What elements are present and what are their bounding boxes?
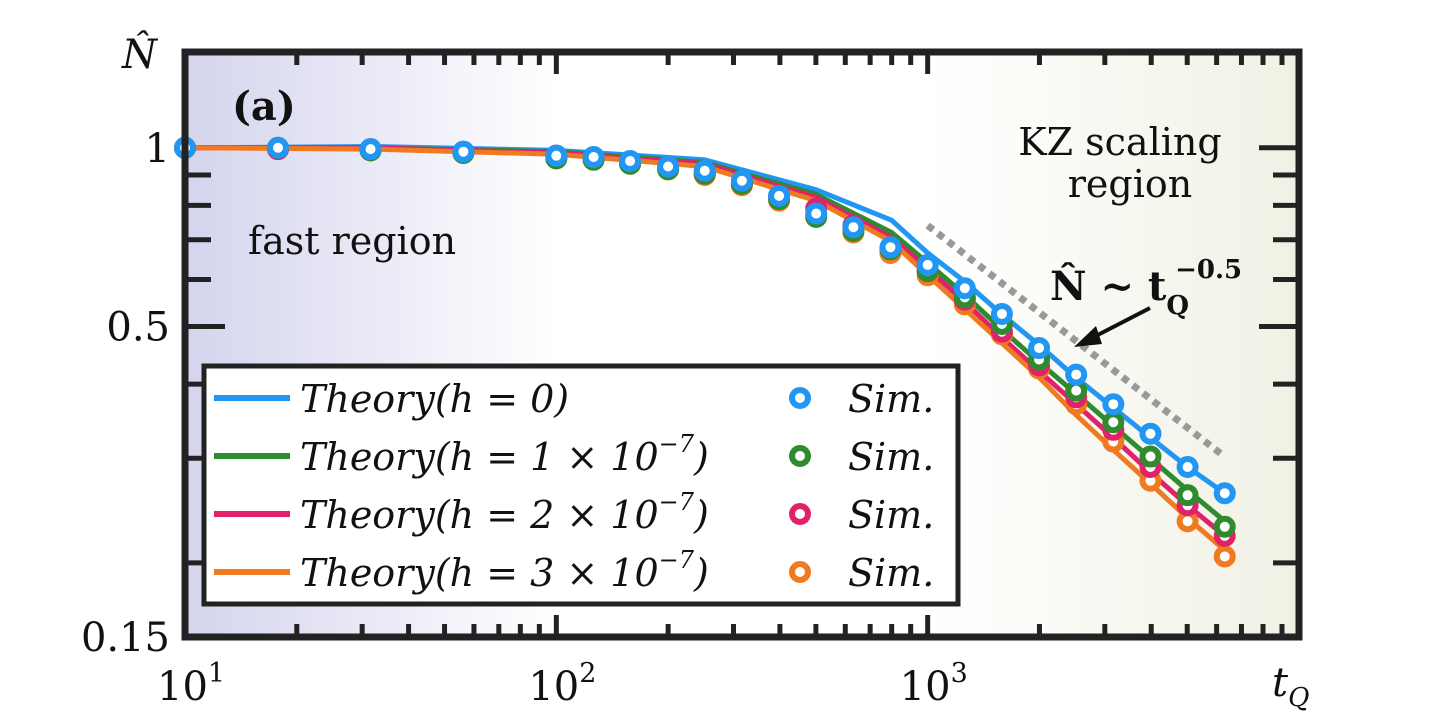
x-tick-label-base: 10	[528, 664, 579, 710]
x-tick-label-exp: 2	[579, 658, 596, 689]
sim-point-h=3e-7	[1213, 545, 1236, 568]
legend-theory-exp: −7	[659, 488, 695, 516]
x-tick-label-exp: 3	[951, 658, 968, 689]
y-tick-label: 1	[145, 126, 170, 172]
legend-theory-label: Theory(h = 3 × 10−7)	[300, 546, 709, 595]
sim-point-h=0	[582, 145, 605, 168]
sim-point-h=0	[1065, 363, 1088, 386]
x-tick-label-base: 10	[157, 664, 208, 710]
kz-region-label-line2: region	[1068, 162, 1192, 206]
scaling-guide-line	[925, 222, 1227, 460]
legend-theory-text: Theory(h = 2 × 10	[300, 493, 659, 537]
sim-point-h=0	[730, 169, 753, 192]
kz-region-label-line1: KZ scaling	[1018, 120, 1221, 164]
kz-region-shade	[927, 52, 1299, 637]
legend-sim-label: Sim.	[848, 493, 934, 537]
legend: Theory(h = 0) Sim.Theory(h = 1 × 10−7) Sim…	[201, 363, 961, 607]
sim-point-h=0	[1213, 482, 1236, 505]
simulation-points	[174, 136, 1236, 568]
x-tick-label-base: 10	[900, 664, 951, 710]
x-axis-label: tQ	[1272, 660, 1309, 713]
sim-point-h=0	[879, 236, 902, 259]
scaling-label-exp: −0.5	[1175, 255, 1242, 285]
y-axis-label: N̂	[121, 32, 159, 78]
x-axis-label-main: t	[1272, 660, 1289, 706]
legend-marker-h=3e-7	[789, 561, 811, 583]
sim-point-h=0	[266, 136, 289, 159]
fast-region-label: fast region	[248, 219, 456, 263]
sim-point-h=0	[990, 302, 1013, 325]
sim-point-h=1e-7	[1139, 445, 1162, 468]
scaling-arrow-head	[1074, 326, 1102, 347]
legend-theory-close: )	[693, 551, 709, 595]
sim-point-h=0	[452, 140, 475, 163]
scaling-label-sub: Q	[1166, 291, 1189, 321]
annotations: N̂ ~ tQ −0.5 (a) fast region KZ scalingregio…	[232, 83, 1242, 460]
sim-point-h=0	[545, 144, 568, 167]
x-tick-label: 102	[528, 658, 596, 710]
legend-marker-h=1e-7	[789, 445, 811, 467]
scaling-label-main: N̂ ~ t	[1050, 263, 1167, 310]
legend-theory-label: Theory(h = 1 × 10−7)	[300, 430, 709, 479]
y-tick-label: 0.15	[81, 615, 170, 661]
legend-box	[201, 363, 961, 607]
plot-frame	[181, 48, 1303, 641]
legend-sim-label: Sim.	[848, 435, 934, 479]
sim-point-h=1e-7	[1102, 411, 1125, 434]
legend-marker-h=2e-7	[789, 503, 811, 525]
sim-point-h=0	[953, 277, 976, 300]
sim-point-h=0	[1028, 337, 1051, 360]
sim-point-h=0	[1102, 393, 1125, 416]
sim-point-h=0	[916, 253, 939, 276]
legend-theory-text: Theory(h = 1 × 10	[300, 435, 659, 479]
legend-sim-label: Sim.	[848, 551, 934, 595]
sim-point-h=0	[842, 216, 865, 239]
x-tick-label: 101	[157, 658, 225, 710]
sim-point-h=0	[619, 150, 642, 173]
legend-theory-exp: −7	[659, 430, 695, 458]
legend-marker-h=0	[789, 387, 811, 409]
sim-point-h=0	[768, 184, 791, 207]
plot-border	[181, 48, 1303, 641]
sim-point-h=0	[1139, 422, 1162, 445]
legend-sim-label: Sim.	[848, 377, 934, 421]
scaling-label: N̂ ~ tQ −0.5	[1050, 255, 1242, 321]
legend-theory-close: )	[693, 435, 709, 479]
legend-theory-close: )	[693, 493, 709, 537]
x-tick-label: 103	[900, 658, 968, 710]
legend-theory-label: Theory(h = 0)	[300, 377, 569, 421]
sim-point-h=1e-7	[1176, 484, 1199, 507]
sim-point-h=0	[1176, 456, 1199, 479]
sim-point-h=0	[805, 202, 828, 225]
panel-label: (a)	[232, 83, 296, 130]
y-tick-label: 0.5	[106, 305, 170, 351]
sim-point-h=0	[657, 155, 680, 178]
sim-point-h=1e-7	[1213, 515, 1236, 538]
legend-theory-text: Theory(h = 3 × 10	[300, 551, 659, 595]
sim-point-h=0	[359, 138, 382, 161]
x-axis-label-sub: Q	[1288, 683, 1309, 713]
legend-theory-label: Theory(h = 2 × 10−7)	[300, 488, 709, 537]
legend-theory-exp: −7	[659, 546, 695, 574]
legend-theory-text: Theory(h = 0)	[300, 377, 569, 421]
sim-point-h=0	[693, 159, 716, 182]
x-tick-label-exp: 1	[208, 658, 225, 689]
